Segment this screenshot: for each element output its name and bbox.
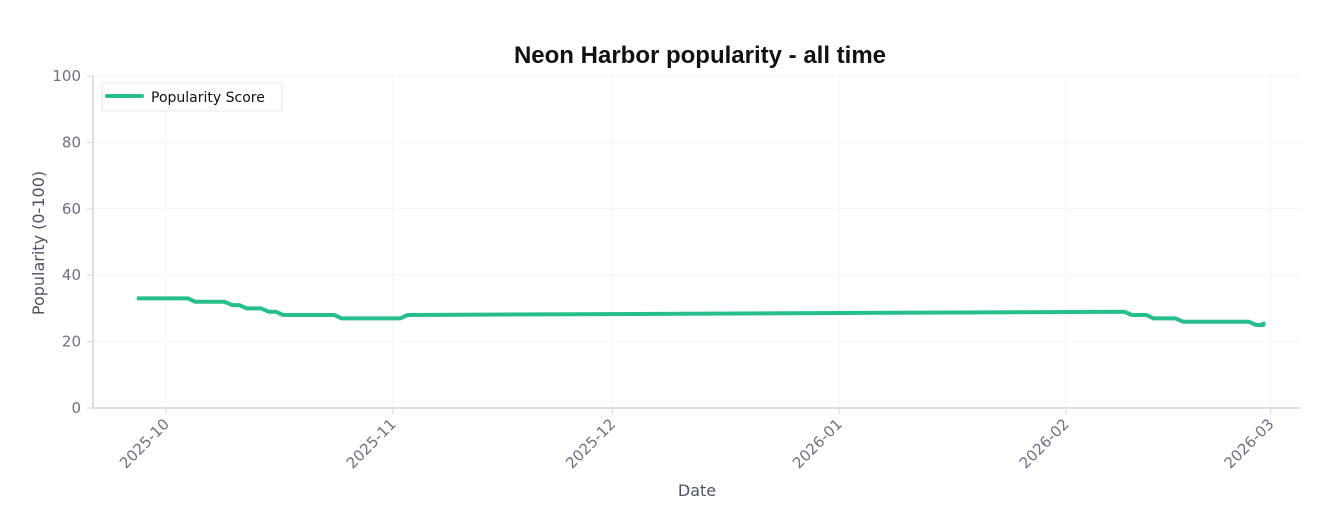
y-axis-label: Popularity (0-100)	[29, 171, 48, 315]
series-line-popularity-score	[136, 296, 1266, 327]
y-tick-label: 0	[71, 399, 81, 417]
y-tick-label: 100	[52, 67, 81, 85]
x-tick-label: 2026-02	[1016, 415, 1073, 472]
y-tick-label: 60	[62, 200, 81, 218]
x-axis-label: Date	[678, 481, 716, 500]
axes	[92, 76, 1300, 409]
y-tick-label: 20	[62, 333, 81, 351]
chart-title: Neon Harbor popularity - all time	[514, 42, 886, 69]
y-tick-label: 40	[62, 266, 81, 284]
y-axis-ticks: 0 20 40 60 80 100	[52, 67, 93, 417]
x-tick-label: 2025-12	[562, 415, 619, 472]
x-tick-label: 2025-10	[116, 415, 173, 472]
legend-label: Popularity Score	[151, 90, 265, 106]
x-axis-ticks: 2025-10 2025-11 2025-12 2026-01 2026-02 2026-…	[116, 408, 1278, 472]
x-tick-label: 2025-11	[343, 415, 400, 472]
grid-lines	[93, 75, 1300, 409]
series-lines	[136, 296, 1266, 327]
x-tick-label: 2026-03	[1221, 415, 1278, 472]
legend: Popularity Score	[101, 82, 283, 112]
y-tick-label: 80	[62, 133, 81, 151]
x-tick-label: 2026-01	[789, 415, 846, 472]
